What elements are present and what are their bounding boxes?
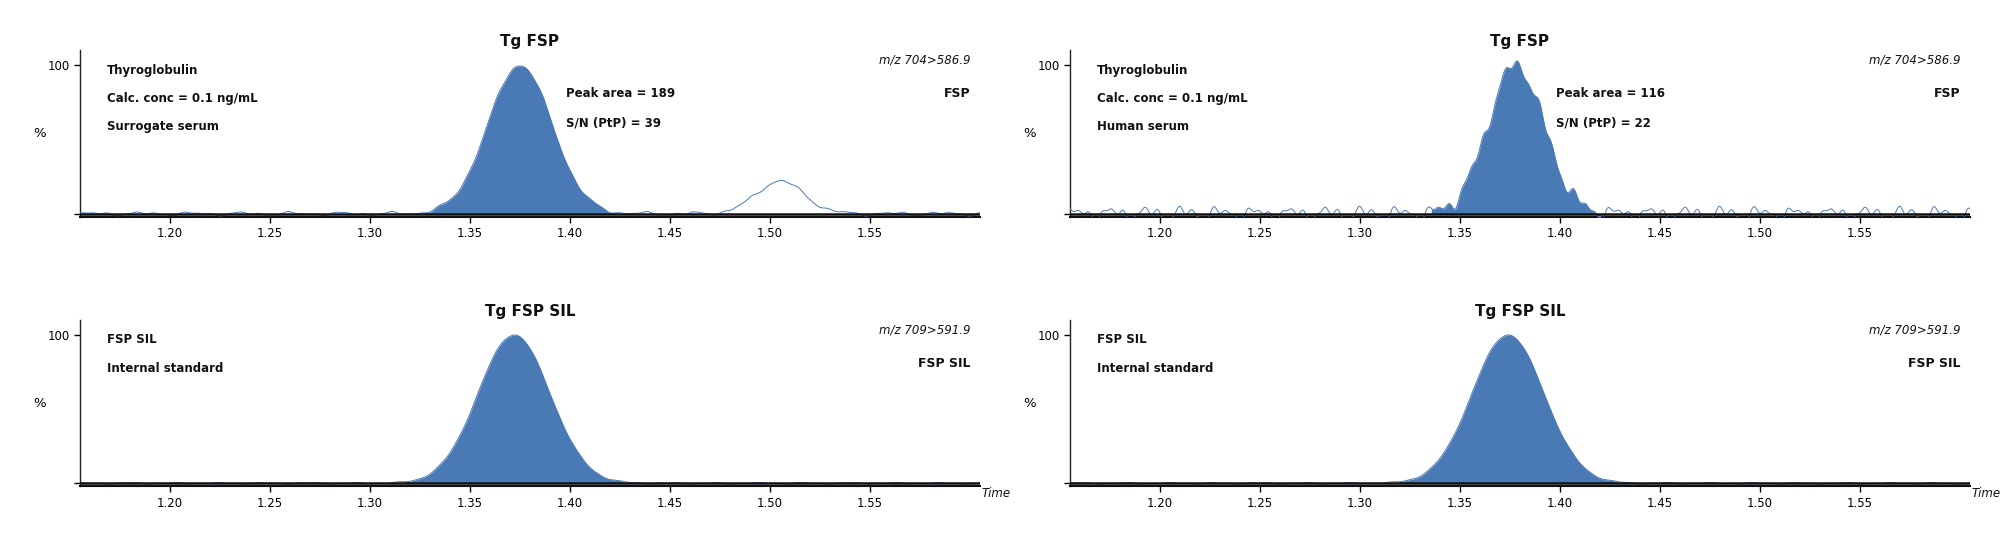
Title: Tg FSP: Tg FSP (1490, 34, 1550, 49)
Text: FSP: FSP (944, 87, 970, 100)
Text: FSP SIL: FSP SIL (108, 333, 156, 346)
Text: Time: Time (1972, 487, 2000, 500)
Text: m/z 704>586.9: m/z 704>586.9 (1870, 54, 1960, 67)
Text: m/z 709>591.9: m/z 709>591.9 (880, 323, 970, 337)
Y-axis label: %: % (1024, 127, 1036, 140)
Text: FSP SIL: FSP SIL (1096, 333, 1146, 346)
Text: FSP: FSP (1934, 87, 1960, 100)
Y-axis label: %: % (1024, 397, 1036, 410)
Text: m/z 704>586.9: m/z 704>586.9 (880, 54, 970, 67)
Text: Human serum: Human serum (1096, 120, 1188, 133)
Y-axis label: %: % (34, 397, 46, 410)
Y-axis label: %: % (34, 127, 46, 140)
Text: S/N (PtP) = 22: S/N (PtP) = 22 (1556, 117, 1650, 130)
Text: Internal standard: Internal standard (1096, 362, 1214, 375)
Title: Tg FSP: Tg FSP (500, 34, 560, 49)
Text: Thyroglobulin: Thyroglobulin (108, 64, 198, 77)
Text: Time: Time (982, 487, 1010, 500)
Text: Thyroglobulin: Thyroglobulin (1096, 64, 1188, 77)
Text: Calc. conc = 0.1 ng/mL: Calc. conc = 0.1 ng/mL (1096, 92, 1248, 105)
Text: Peak area = 116: Peak area = 116 (1556, 87, 1664, 100)
Title: Tg FSP SIL: Tg FSP SIL (484, 304, 576, 319)
Text: S/N (PtP) = 39: S/N (PtP) = 39 (566, 117, 660, 130)
Text: Internal standard: Internal standard (108, 362, 224, 375)
Text: m/z 709>591.9: m/z 709>591.9 (1870, 323, 1960, 337)
Text: FSP SIL: FSP SIL (918, 357, 970, 369)
Title: Tg FSP SIL: Tg FSP SIL (1474, 304, 1566, 319)
Text: Peak area = 189: Peak area = 189 (566, 87, 676, 100)
Text: Surrogate serum: Surrogate serum (108, 120, 218, 133)
Text: FSP SIL: FSP SIL (1908, 357, 1960, 369)
Text: Calc. conc = 0.1 ng/mL: Calc. conc = 0.1 ng/mL (108, 92, 258, 105)
